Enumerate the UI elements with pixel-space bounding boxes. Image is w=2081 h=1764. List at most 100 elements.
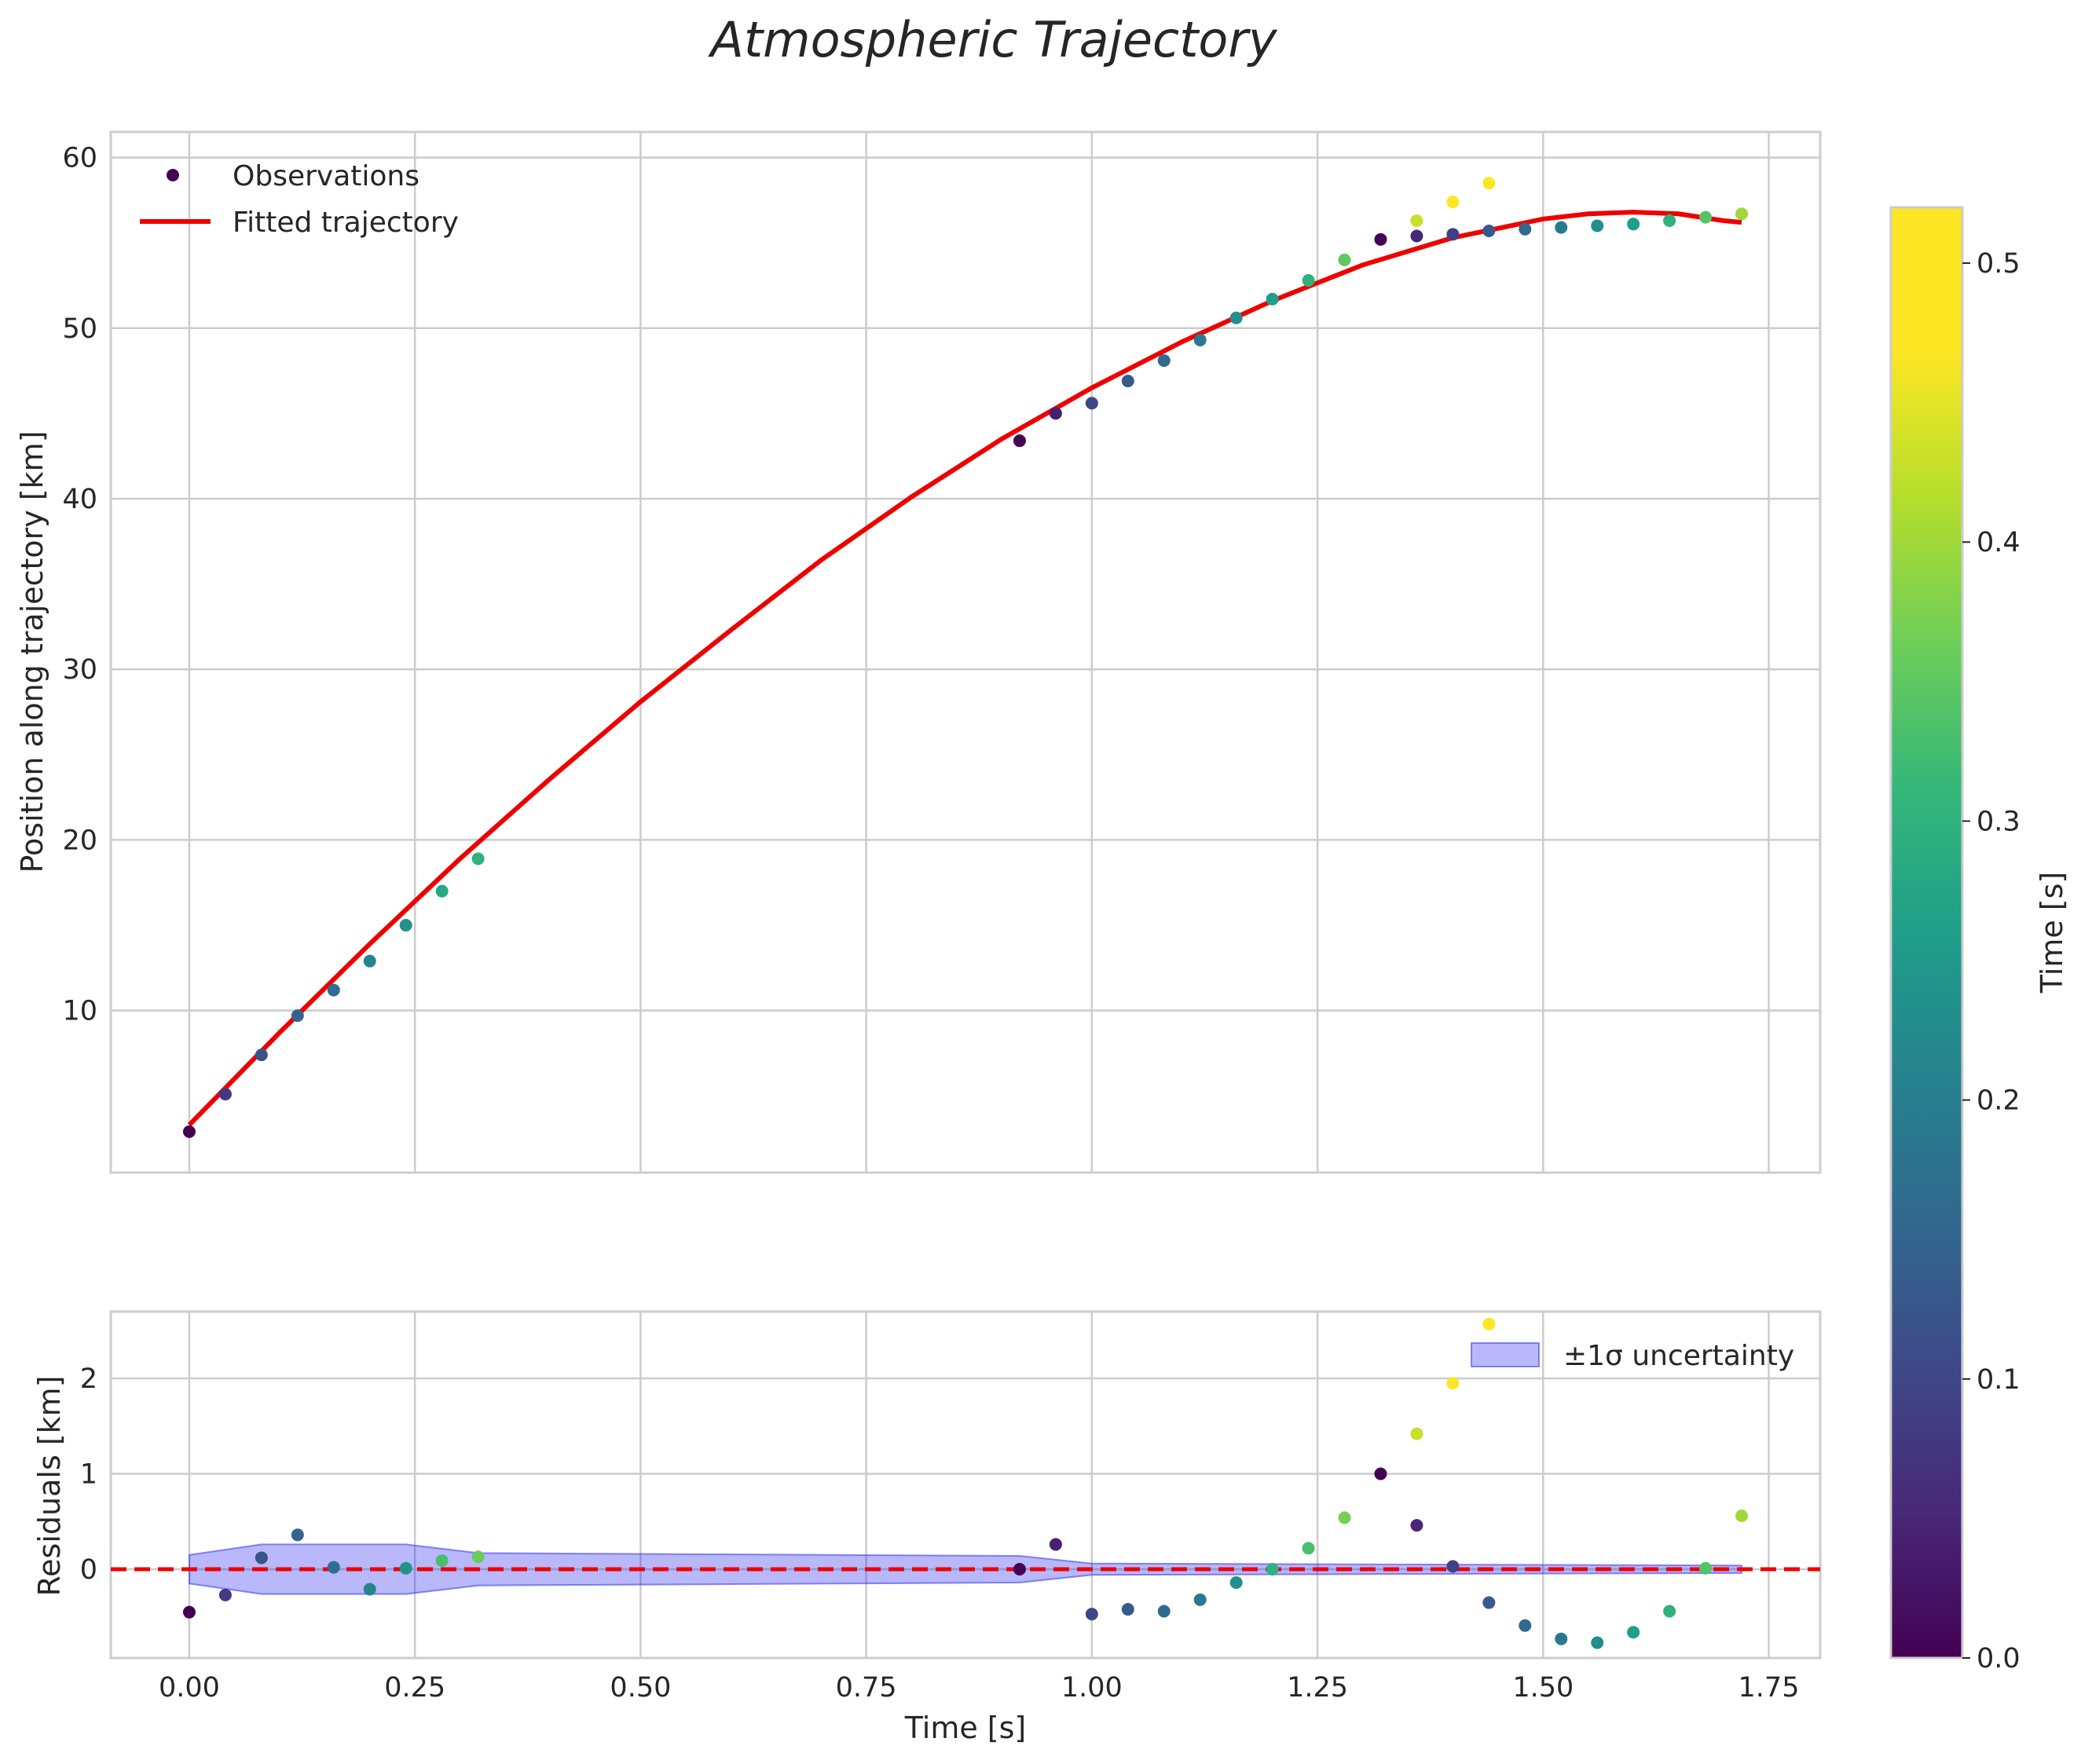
- residual-point: [1302, 1542, 1315, 1555]
- residual-point: [1699, 1561, 1713, 1575]
- residual-point: [1555, 1632, 1568, 1645]
- colorbar-tick-label: 0.0: [1977, 1643, 2021, 1674]
- legend-fit-label: Fitted trajectory: [233, 207, 459, 239]
- observation-point: [1049, 407, 1062, 420]
- legend-uncertainty-marker: [1471, 1342, 1540, 1367]
- residual-point: [1229, 1576, 1243, 1590]
- colorbar-tick-label: 0.5: [1977, 248, 2021, 280]
- colorbar-tick-label: 0.2: [1977, 1085, 2021, 1117]
- observation-point: [1555, 221, 1568, 234]
- residual-point: [1157, 1605, 1171, 1618]
- observation-point: [1302, 273, 1315, 287]
- observation-point: [1699, 210, 1713, 224]
- observation-points: [182, 177, 1749, 1138]
- top-y-tick-label: 20: [62, 825, 97, 856]
- observation-point: [218, 1088, 232, 1101]
- residual-point: [182, 1605, 196, 1619]
- observation-point: [1121, 375, 1134, 388]
- residual-point: [1121, 1603, 1134, 1616]
- observation-point: [1085, 397, 1098, 410]
- x-tick-label: 1.50: [1512, 1672, 1574, 1704]
- top-y-tick-label: 30: [62, 654, 97, 686]
- observation-point: [1482, 177, 1496, 190]
- colorbar-gradient: [1889, 206, 1964, 1660]
- bottom-y-ticks: 0 1 2: [80, 1363, 97, 1586]
- legend-observations-label: Observations: [233, 160, 419, 192]
- top-grid: [111, 132, 1820, 1173]
- observation-point: [1338, 253, 1351, 266]
- top-y-tick-label: 10: [62, 996, 97, 1027]
- x-ticks: 0.00 0.25 0.50 0.75 1.00 1.25 1.50 1.75: [159, 1672, 1799, 1704]
- top-y-ticks: 10 20 30 40 50 60: [62, 143, 97, 1027]
- residual-point: [1013, 1563, 1026, 1576]
- residual-point: [1338, 1511, 1351, 1524]
- x-tick-label: 0.50: [610, 1672, 671, 1704]
- x-tick-label: 0.25: [384, 1672, 445, 1704]
- residual-point: [1482, 1317, 1496, 1330]
- colorbar-ticks: 0.0 0.1 0.2 0.3 0.4 0.5: [1962, 248, 2021, 1674]
- residual-point: [1266, 1563, 1279, 1576]
- observation-point: [1627, 218, 1640, 231]
- top-y-tick-label: 60: [62, 143, 97, 174]
- observation-point: [1735, 207, 1749, 221]
- top-panel: 10 20 30 40 50 60 Position along trajectory […: [15, 130, 1822, 1174]
- bottom-y-tick-label: 2: [80, 1363, 97, 1395]
- observation-point: [1193, 334, 1207, 346]
- residual-point: [1446, 1560, 1460, 1573]
- bottom-legend: ±1σ uncertainty: [1471, 1340, 1794, 1372]
- observation-point: [182, 1125, 196, 1138]
- residual-point: [1591, 1636, 1604, 1649]
- x-axis-label: Time [s]: [904, 1711, 1027, 1745]
- residual-point: [1519, 1619, 1532, 1632]
- residual-point: [327, 1561, 340, 1574]
- residual-point: [435, 1554, 449, 1568]
- bottom-plot-area: [109, 1310, 1822, 1660]
- residual-points: [182, 1317, 1749, 1649]
- top-y-axis-label: Position along trajectory [km]: [15, 430, 49, 873]
- residual-point: [471, 1550, 485, 1564]
- residual-point: [291, 1528, 304, 1542]
- observation-point: [1482, 224, 1496, 237]
- observation-point: [1663, 214, 1676, 227]
- residual-point: [255, 1551, 268, 1565]
- colorbar-tick-label: 0.3: [1977, 806, 2021, 837]
- bottom-panel: 0 1 2 0.00 0.25 0.50 0.75 1.00 1.25 1.50 1.75 Tim…: [32, 1310, 1822, 1745]
- observation-point: [1519, 222, 1532, 236]
- observation-point: [1374, 232, 1387, 246]
- bottom-y-tick-label: 1: [80, 1459, 97, 1491]
- legend-observations-marker: [167, 169, 179, 181]
- colorbar-label: Time [s]: [2035, 872, 2069, 994]
- residual-point: [1049, 1538, 1062, 1551]
- fitted-trajectory-line: [187, 210, 1742, 1127]
- observation-point: [1446, 196, 1460, 209]
- chart-title: Atmospheric Trajectory: [707, 11, 1277, 68]
- residual-point: [1085, 1608, 1098, 1621]
- residual-point: [1410, 1427, 1423, 1440]
- x-tick-label: 1.75: [1738, 1672, 1800, 1704]
- observation-point: [327, 983, 340, 997]
- residual-point: [1663, 1605, 1676, 1618]
- top-y-tick-label: 40: [62, 484, 97, 515]
- x-tick-label: 0.00: [159, 1672, 220, 1704]
- colorbar: 0.0 0.1 0.2 0.3 0.4 0.5 Time [s]: [1889, 206, 2069, 1674]
- observation-point: [1266, 292, 1279, 306]
- bottom-y-axis-label: Residuals [km]: [32, 1375, 67, 1596]
- observation-point: [1446, 228, 1460, 241]
- residual-point: [1193, 1593, 1207, 1606]
- observation-point: [291, 1009, 304, 1023]
- residual-point: [1446, 1377, 1460, 1390]
- bottom-y-tick-label: 0: [80, 1554, 97, 1586]
- top-plot-area: [109, 130, 1822, 1174]
- x-tick-label: 0.75: [836, 1672, 897, 1704]
- observation-point: [471, 852, 485, 866]
- residual-point: [218, 1588, 232, 1601]
- observation-point: [399, 919, 412, 932]
- residual-point: [1374, 1467, 1387, 1480]
- residual-point: [363, 1583, 376, 1596]
- legend-uncertainty-label: ±1σ uncertainty: [1563, 1340, 1794, 1372]
- observation-point: [1591, 219, 1604, 232]
- residual-point: [1735, 1509, 1749, 1522]
- observation-point: [255, 1049, 268, 1062]
- top-y-tick-label: 50: [62, 313, 97, 345]
